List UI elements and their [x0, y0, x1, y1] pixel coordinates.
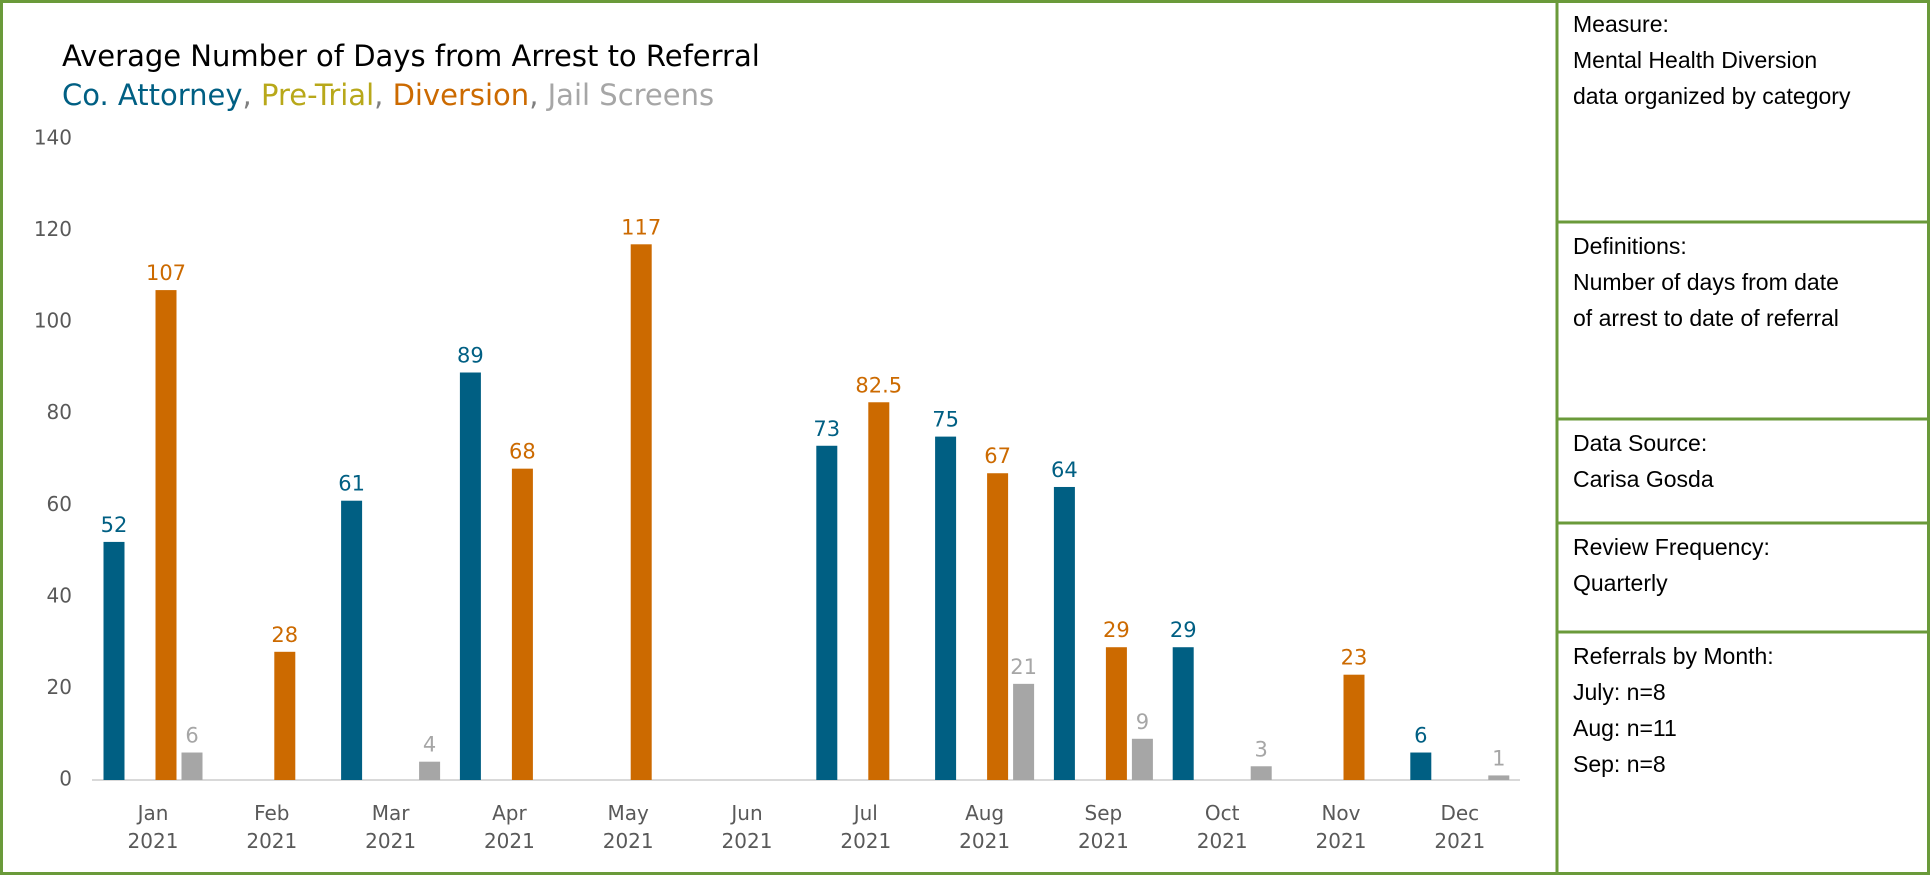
bar	[103, 541, 125, 780]
bar	[1488, 775, 1510, 780]
data-label: 1	[1492, 746, 1505, 770]
data-label: 21	[1010, 655, 1037, 679]
panel-text: Sep: n=8	[1573, 751, 1666, 777]
bar	[1131, 738, 1153, 780]
x-tick-label: Jan 2021	[128, 801, 179, 853]
bar	[1172, 647, 1194, 780]
panel-heading: Measure:	[1573, 11, 1669, 37]
x-tick-label: Jul 2021	[840, 801, 891, 853]
panel-text: Mental Health Diversion	[1573, 47, 1817, 73]
panel-heading: Definitions:	[1573, 233, 1687, 259]
legend-separator: ,	[243, 78, 261, 112]
y-tick-label: 40	[47, 583, 72, 607]
x-tick-label: Dec 2021	[1434, 801, 1485, 853]
chart-subtitle: Co. Attorney, Pre-Trial, Diversion, Jail…	[62, 78, 714, 112]
x-tick-label: May 2021	[603, 801, 654, 853]
bar	[341, 500, 363, 780]
data-label: 28	[271, 623, 298, 647]
x-tick-label: Sep 2021	[1078, 801, 1129, 853]
legend-entry: Diversion	[393, 78, 530, 112]
data-label: 6	[185, 724, 198, 748]
y-tick-label: 60	[47, 492, 72, 516]
bar	[816, 445, 838, 780]
bar	[419, 761, 441, 780]
bar	[1013, 683, 1035, 780]
y-tick-label: 20	[47, 675, 72, 699]
bar	[868, 402, 890, 780]
y-tick-label: 120	[34, 217, 72, 241]
data-label: 73	[813, 417, 840, 441]
bar	[1105, 647, 1127, 780]
data-label: 117	[621, 215, 661, 239]
data-label: 89	[457, 344, 484, 368]
bar	[511, 468, 533, 780]
data-label: 23	[1341, 646, 1368, 670]
panel-text: July: n=8	[1573, 679, 1666, 705]
panel-text: Number of days from date	[1573, 269, 1839, 295]
data-label: 82.5	[855, 373, 902, 397]
data-label: 75	[932, 408, 959, 432]
panel-text: Carisa Gosda	[1573, 466, 1714, 492]
x-tick-label: Feb 2021	[246, 801, 297, 853]
x-tick-label: Aug 2021	[959, 801, 1010, 853]
bar	[459, 372, 481, 780]
panel-text: data organized by category	[1573, 83, 1851, 109]
legend-entry: Jail Screens	[546, 78, 714, 112]
y-tick-label: 0	[59, 767, 72, 791]
legend-separator: ,	[374, 78, 392, 112]
bar	[1410, 752, 1432, 780]
data-label: 67	[984, 444, 1011, 468]
bar	[1053, 486, 1075, 780]
bar	[1250, 766, 1272, 780]
data-label: 4	[423, 733, 436, 757]
y-tick-label: 80	[47, 400, 72, 424]
data-label: 29	[1170, 618, 1197, 642]
x-tick-label: Mar 2021	[365, 801, 416, 853]
bar	[181, 752, 203, 780]
bar	[274, 651, 296, 780]
x-tick-label: Apr 2021	[484, 801, 535, 853]
data-label: 68	[509, 440, 536, 464]
legend-separator: ,	[529, 78, 547, 112]
y-tick-label: 140	[34, 126, 72, 150]
data-label: 3	[1255, 737, 1268, 761]
bar	[630, 244, 652, 781]
panel-text: of arrest to date of referral	[1573, 305, 1839, 331]
panel-heading: Data Source:	[1573, 430, 1707, 456]
x-tick-label: Jun 2021	[722, 801, 773, 853]
panel-text: Aug: n=11	[1573, 715, 1677, 741]
x-tick-label: Nov 2021	[1316, 801, 1367, 853]
data-label: 52	[101, 513, 128, 537]
bar	[155, 290, 177, 780]
legend-entry: Co. Attorney	[62, 78, 243, 112]
data-label: 107	[146, 261, 186, 285]
bar	[935, 436, 957, 780]
x-tick-label: Oct 2021	[1197, 801, 1248, 853]
data-label: 64	[1051, 458, 1078, 482]
data-label: 61	[338, 472, 365, 496]
chart-title: Average Number of Days from Arrest to Re…	[62, 39, 760, 73]
bar	[1343, 674, 1365, 780]
panel-text: Quarterly	[1573, 570, 1668, 596]
data-label: 9	[1136, 710, 1149, 734]
legend-entry: Pre-Trial	[261, 78, 374, 112]
panel-heading: Referrals by Month:	[1573, 643, 1774, 669]
y-tick-label: 100	[34, 309, 72, 333]
bar	[987, 473, 1009, 780]
data-label: 6	[1414, 724, 1427, 748]
data-label: 29	[1103, 618, 1130, 642]
panel-heading: Review Frequency:	[1573, 534, 1770, 560]
